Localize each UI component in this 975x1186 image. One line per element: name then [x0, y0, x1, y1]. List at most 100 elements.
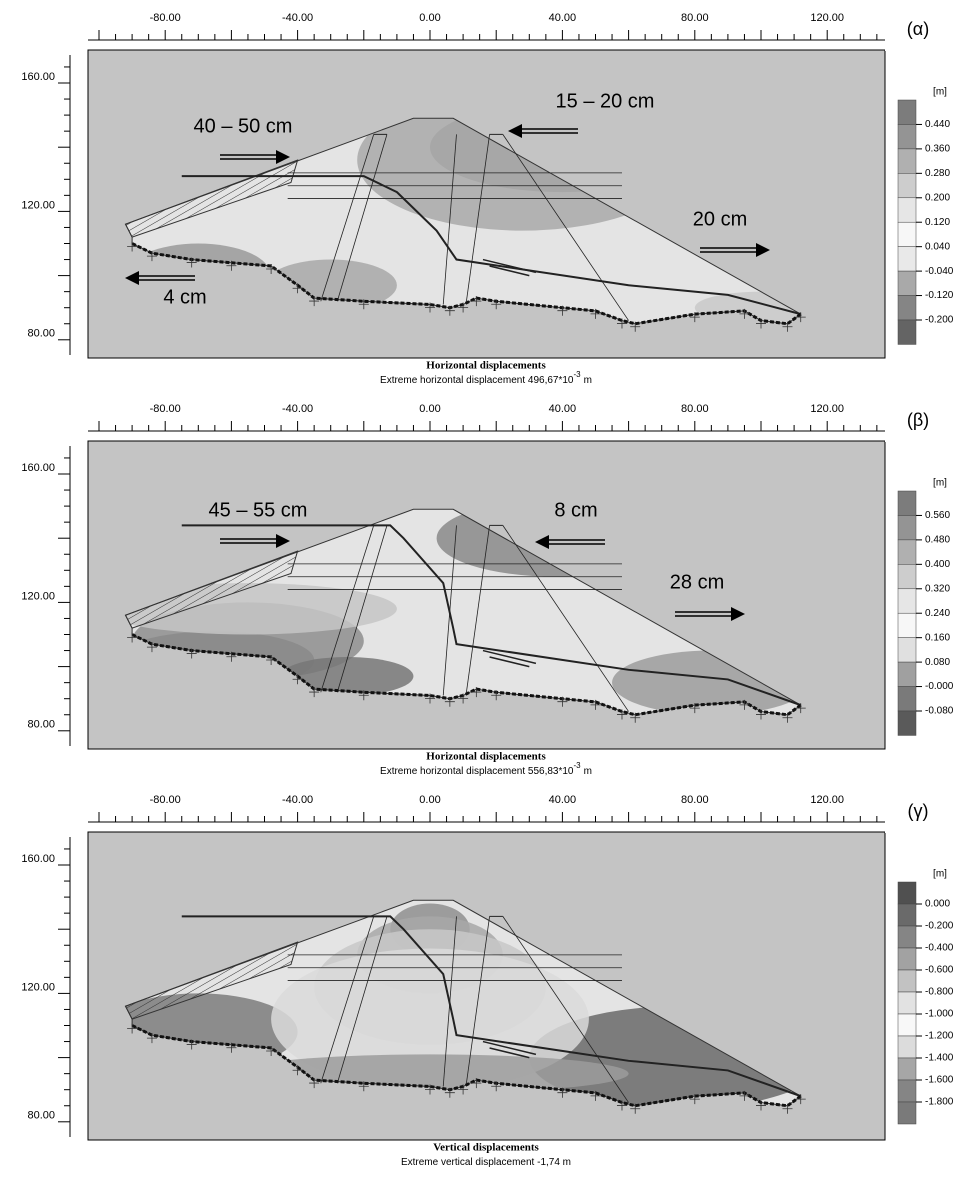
legend-swatch [897, 1057, 917, 1081]
arrow-head [508, 124, 522, 138]
x-tick-label: 40.00 [549, 794, 577, 806]
legend-swatch [897, 903, 917, 927]
fixity-cross [292, 283, 303, 294]
fixity-cross [458, 302, 469, 313]
legend-label: 0.120 [925, 217, 950, 228]
caption-title: Vertical displacements [433, 1142, 539, 1154]
legend-swatch [897, 1013, 917, 1037]
legend-label: -0.600 [925, 965, 954, 976]
fixity-cross [782, 1103, 793, 1114]
arrow-shaft [522, 128, 578, 134]
legend-swatch [897, 612, 917, 638]
x-tick-label: 120.00 [810, 403, 844, 415]
fixity-cross [756, 318, 766, 329]
fixity-cross [689, 703, 700, 714]
legend-swatch [897, 270, 917, 296]
x-tick-label: -80.00 [150, 794, 181, 806]
legend-label: -0.200 [925, 921, 954, 932]
fixity-cross [358, 690, 369, 701]
zone-line [320, 525, 375, 693]
fixity-cross [616, 709, 627, 720]
fixity-cross [630, 712, 641, 723]
legend-swatch [897, 295, 917, 321]
riprap [124, 159, 299, 238]
legend-unit: [m] [933, 87, 947, 98]
panel: -80.00 -40.00 0.00 40.00 80.00 120.00 (γ) 160.0… [21, 794, 975, 1168]
fixity-cross [739, 308, 750, 319]
fixity-cross [186, 648, 197, 659]
arrow-head [276, 534, 290, 548]
zone-line [466, 134, 490, 302]
fixity-cross [689, 312, 700, 323]
legend-label: 0.480 [925, 535, 950, 546]
arrow-shaft [700, 247, 756, 253]
zone-line [442, 134, 457, 305]
y-tick-label: 120.00 [21, 981, 55, 993]
y-tick-label: 80.00 [27, 1110, 55, 1122]
caption-exponent: -3 [573, 761, 581, 770]
caption-text: Extreme horizontal displacement 496,67*1… [380, 375, 574, 386]
fixity-cross [739, 699, 750, 710]
legend-label: 0.240 [925, 608, 950, 619]
x-tick-label: 80.00 [681, 12, 709, 24]
fixity-cross [186, 1039, 197, 1050]
x-tick-label: -80.00 [150, 12, 181, 24]
arrow-head [276, 150, 290, 164]
legend-label: 0.200 [925, 192, 950, 203]
fixity-cross [590, 308, 601, 319]
legend-label: 0.440 [925, 119, 950, 130]
legend-swatch [897, 686, 917, 712]
fixity-cross [309, 687, 320, 698]
fixity-cross [557, 696, 568, 707]
y-tick-label: 160.00 [21, 853, 55, 865]
fixity-cross [590, 699, 601, 710]
fixity-cross [491, 1081, 502, 1092]
riprap [124, 550, 299, 629]
legend-label: -0.200 [925, 315, 954, 326]
legend-swatch [897, 246, 917, 272]
foundation [131, 1024, 802, 1108]
x-tick-label: 120.00 [810, 794, 844, 806]
legend-swatch [897, 925, 917, 949]
panel-label: (α) [907, 19, 929, 39]
fixity-cross [266, 263, 277, 274]
legend-swatch [897, 173, 917, 199]
legend-swatch [897, 319, 917, 345]
fixity-cross [358, 299, 369, 310]
zone-line [466, 525, 490, 693]
caption: Extreme vertical displacement -1,74 m [401, 1157, 571, 1168]
legend-swatch [897, 221, 917, 247]
zone-line [320, 134, 375, 302]
panel: -80.00 -40.00 0.00 40.00 80.00 120.00 (β) 160.0… [21, 403, 975, 777]
legend-swatch [897, 490, 917, 516]
arrow-head [731, 607, 745, 621]
x-tick-label: 80.00 [681, 794, 709, 806]
fixity-cross [557, 305, 568, 316]
fixity-cross [795, 703, 806, 714]
drain [482, 649, 537, 668]
legend-swatch [897, 515, 917, 541]
contour-band [281, 656, 414, 696]
legend-swatch [897, 99, 917, 125]
zone-line [502, 134, 629, 321]
legend-unit: [m] [933, 869, 947, 880]
legend-label: -0.120 [925, 290, 954, 301]
legend-swatch [897, 661, 917, 687]
x-tick-label: -40.00 [282, 794, 313, 806]
legend-swatch [897, 947, 917, 971]
fixity-cross [756, 709, 766, 720]
legend-swatch [897, 124, 917, 150]
fixity-cross [444, 305, 455, 316]
fixity-cross [444, 1087, 455, 1098]
x-tick-label: 40.00 [549, 403, 577, 415]
y-tick-label: 120.00 [21, 199, 55, 211]
x-tick-label: 0.00 [419, 794, 440, 806]
y-tick-label: 160.00 [21, 462, 55, 474]
fixity-cross [127, 241, 138, 252]
legend-swatch [897, 881, 917, 905]
fixity-cross [491, 299, 502, 310]
legend-label: -1.200 [925, 1031, 954, 1042]
fixity-cross [458, 693, 469, 704]
annotation: 4 cm [163, 286, 206, 308]
